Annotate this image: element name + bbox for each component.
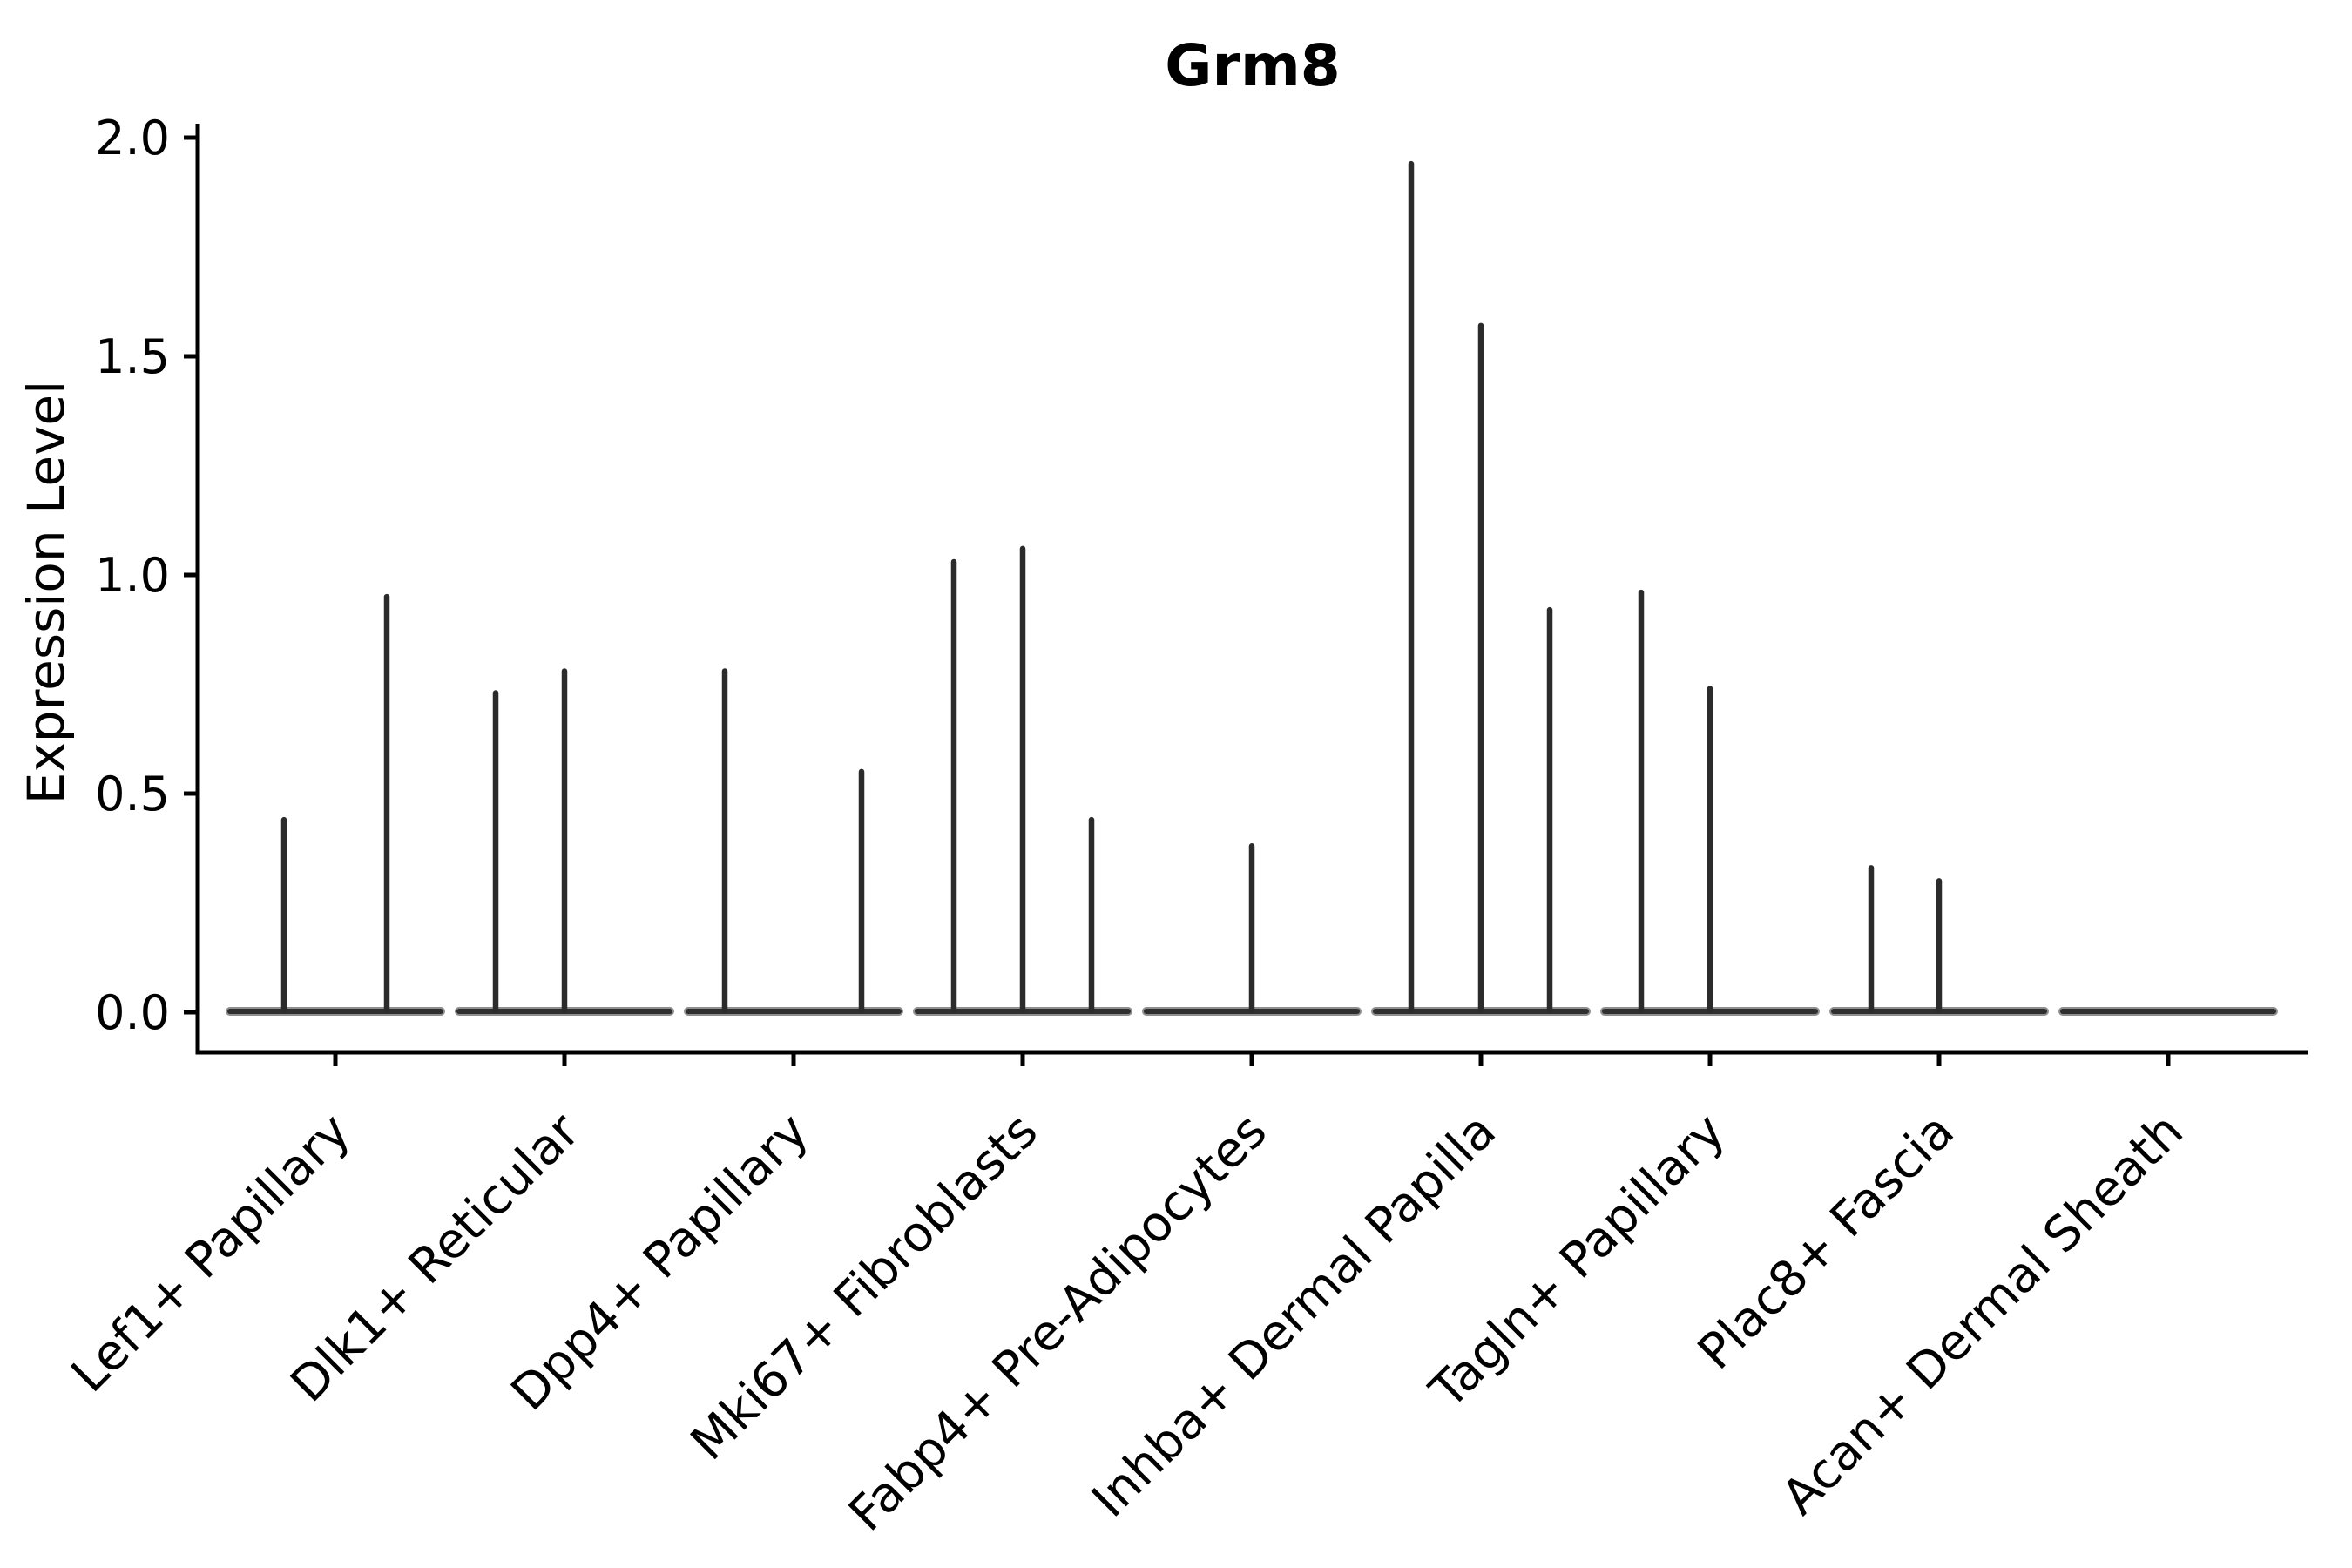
y-tick-label: 1.0 (95, 548, 170, 603)
y-tick-label: 0.5 (95, 767, 170, 821)
x-category-label: Acan+ Dermal Sheath (1771, 1103, 2194, 1526)
y-tick-label: 2.0 (95, 111, 170, 166)
y-axis-label: Expression Level (17, 381, 76, 804)
y-tick-label: 0.0 (95, 985, 170, 1040)
x-category-label: Inhba+ Dermal Papilla (1081, 1103, 1507, 1529)
plot-title: Grm8 (1165, 32, 1340, 99)
y-tick-label: 1.5 (95, 329, 170, 384)
x-category-label: Fabp4+ Pre-Adipocytes (838, 1103, 1278, 1543)
